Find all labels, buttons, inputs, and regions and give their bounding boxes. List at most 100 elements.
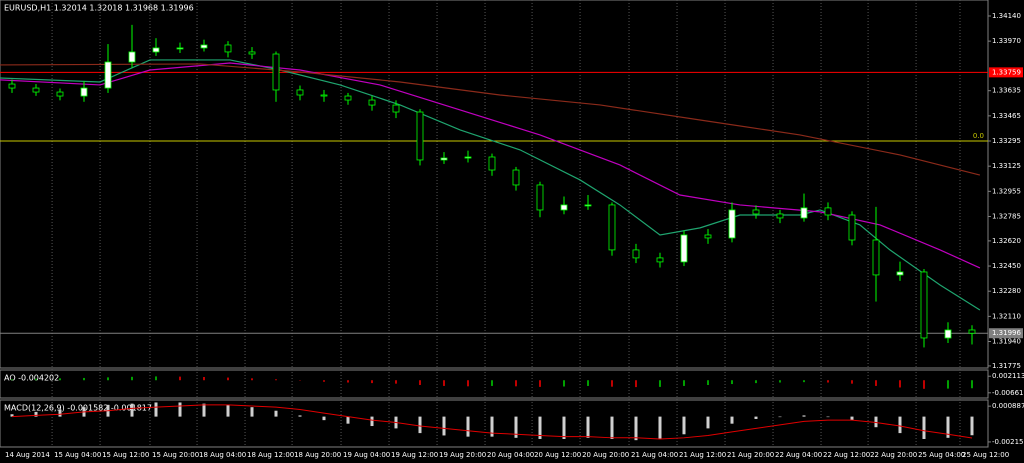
y-tick-label: 1.32450: [992, 262, 1021, 270]
ao-bar: [130, 376, 133, 381]
candle-body: [296, 89, 304, 96]
y-tick-label: 1.33970: [992, 37, 1021, 45]
ao-bar: [586, 380, 589, 386]
moving-average: [0, 59, 981, 311]
ao-bar: [826, 380, 829, 383]
macd-bar: [610, 416, 614, 439]
ao-bar: [418, 380, 421, 385]
ao-bar: [10, 379, 13, 381]
ao-bar: [442, 380, 445, 386]
x-tick-label: 14 Aug 2014: [5, 451, 50, 459]
macd-bar: [682, 416, 686, 435]
candle-body: [824, 207, 832, 216]
ao-bar: [226, 377, 229, 381]
ao-bar: [898, 380, 901, 388]
macd-bar: [970, 416, 974, 436]
x-tick-label: 22 Aug 20:00: [870, 451, 917, 459]
ao-bar: [394, 380, 397, 384]
candle-body: [152, 47, 160, 53]
moving-average: [0, 63, 981, 176]
y-tick-label: 0.000887: [992, 402, 1024, 410]
candle-body: [872, 239, 880, 276]
macd-bar: [658, 416, 662, 439]
candle-body: [464, 156, 472, 159]
y-tick-label: -0.00661: [992, 389, 1023, 397]
macd-bar: [322, 416, 326, 421]
main-frame: [0, 0, 989, 369]
candle-body: [608, 204, 616, 251]
x-tick-label: 15 Aug 20:00: [152, 451, 199, 459]
candle-body: [752, 209, 760, 215]
ao-bar: [874, 380, 877, 386]
y-tick-label: 1.33125: [992, 162, 1021, 170]
candle-body: [176, 47, 184, 50]
macd-bar: [706, 416, 710, 429]
x-tick-label: 19 Aug 20:00: [439, 451, 486, 459]
candle-body: [584, 204, 592, 207]
candle-body: [896, 271, 904, 276]
y-tick-label: 1.32110: [992, 312, 1021, 320]
y-tick-label: 1.32280: [992, 287, 1021, 295]
macd-bar: [250, 407, 254, 417]
macd-bar: [466, 416, 470, 437]
ao-bar: [946, 380, 949, 389]
candle-body: [776, 213, 784, 219]
macd-bar: [154, 402, 158, 417]
ao-bar: [706, 380, 709, 385]
candle-body: [416, 111, 424, 161]
ao-bar: [466, 380, 469, 387]
candle-body: [968, 329, 976, 334]
ao-frame: [0, 369, 989, 399]
ao-bar: [346, 380, 349, 383]
candle-body: [128, 51, 136, 63]
candle-body: [8, 83, 16, 89]
candle-body: [344, 95, 352, 101]
macd-bar: [850, 416, 854, 421]
macd-bar: [490, 416, 494, 437]
x-tick-label: 18 Aug 20:00: [294, 451, 341, 459]
x-tick-label: 21 Aug 20:00: [727, 451, 774, 459]
candle-body: [80, 87, 88, 97]
candle-body: [56, 91, 64, 97]
ao-bar: [514, 380, 517, 387]
x-tick-label: 19 Aug 12:00: [391, 451, 438, 459]
y-tick-label: 1.32620: [992, 237, 1021, 245]
ao-bar: [802, 380, 805, 383]
ao-bar: [250, 378, 253, 381]
y-tick-label: -0.00215: [992, 438, 1023, 446]
x-tick-label: 15 Aug 04:00: [54, 451, 101, 459]
candle-body: [656, 257, 664, 263]
candle-body: [200, 44, 208, 49]
macd-bar: [562, 416, 566, 439]
ao-bar: [58, 378, 61, 381]
ao-bar: [922, 380, 925, 389]
x-tick-label: 20 Aug 12:00: [534, 451, 581, 459]
y-tick-label: 0.002113: [992, 372, 1024, 380]
candle-body: [32, 87, 40, 93]
x-tick-label: 15 Aug 12:00: [102, 451, 149, 459]
macd-bar: [130, 403, 134, 417]
ao-bar: [778, 380, 781, 383]
x-tick-label: 25 Aug 04:00: [918, 451, 965, 459]
candle-body: [680, 234, 688, 263]
ao-bar: [34, 378, 37, 381]
ao-bar: [538, 380, 541, 387]
macd-bar: [778, 416, 782, 418]
candle-body: [368, 99, 376, 106]
x-tick-label: 20 Aug 04:00: [487, 451, 534, 459]
macd-bar: [10, 414, 14, 417]
candle-body: [800, 207, 808, 219]
x-tick-label: 18 Aug 04:00: [199, 451, 246, 459]
candle-body: [440, 157, 448, 161]
panel-title: AO -0.004202: [4, 374, 59, 383]
y-tick-label: 1.34140: [992, 12, 1021, 20]
candle-body: [632, 249, 640, 259]
panel-title: MACD(12,26,9) -0.001582 -0.001817: [4, 404, 152, 413]
y-tick-label: 1.32955: [992, 187, 1021, 195]
candle-body: [944, 329, 952, 339]
candle-body: [392, 104, 400, 113]
y-tick-label: 1.32785: [992, 212, 1021, 220]
x-tick-label: 18 Aug 12:00: [247, 451, 294, 459]
level-label: 0.0: [973, 132, 984, 140]
